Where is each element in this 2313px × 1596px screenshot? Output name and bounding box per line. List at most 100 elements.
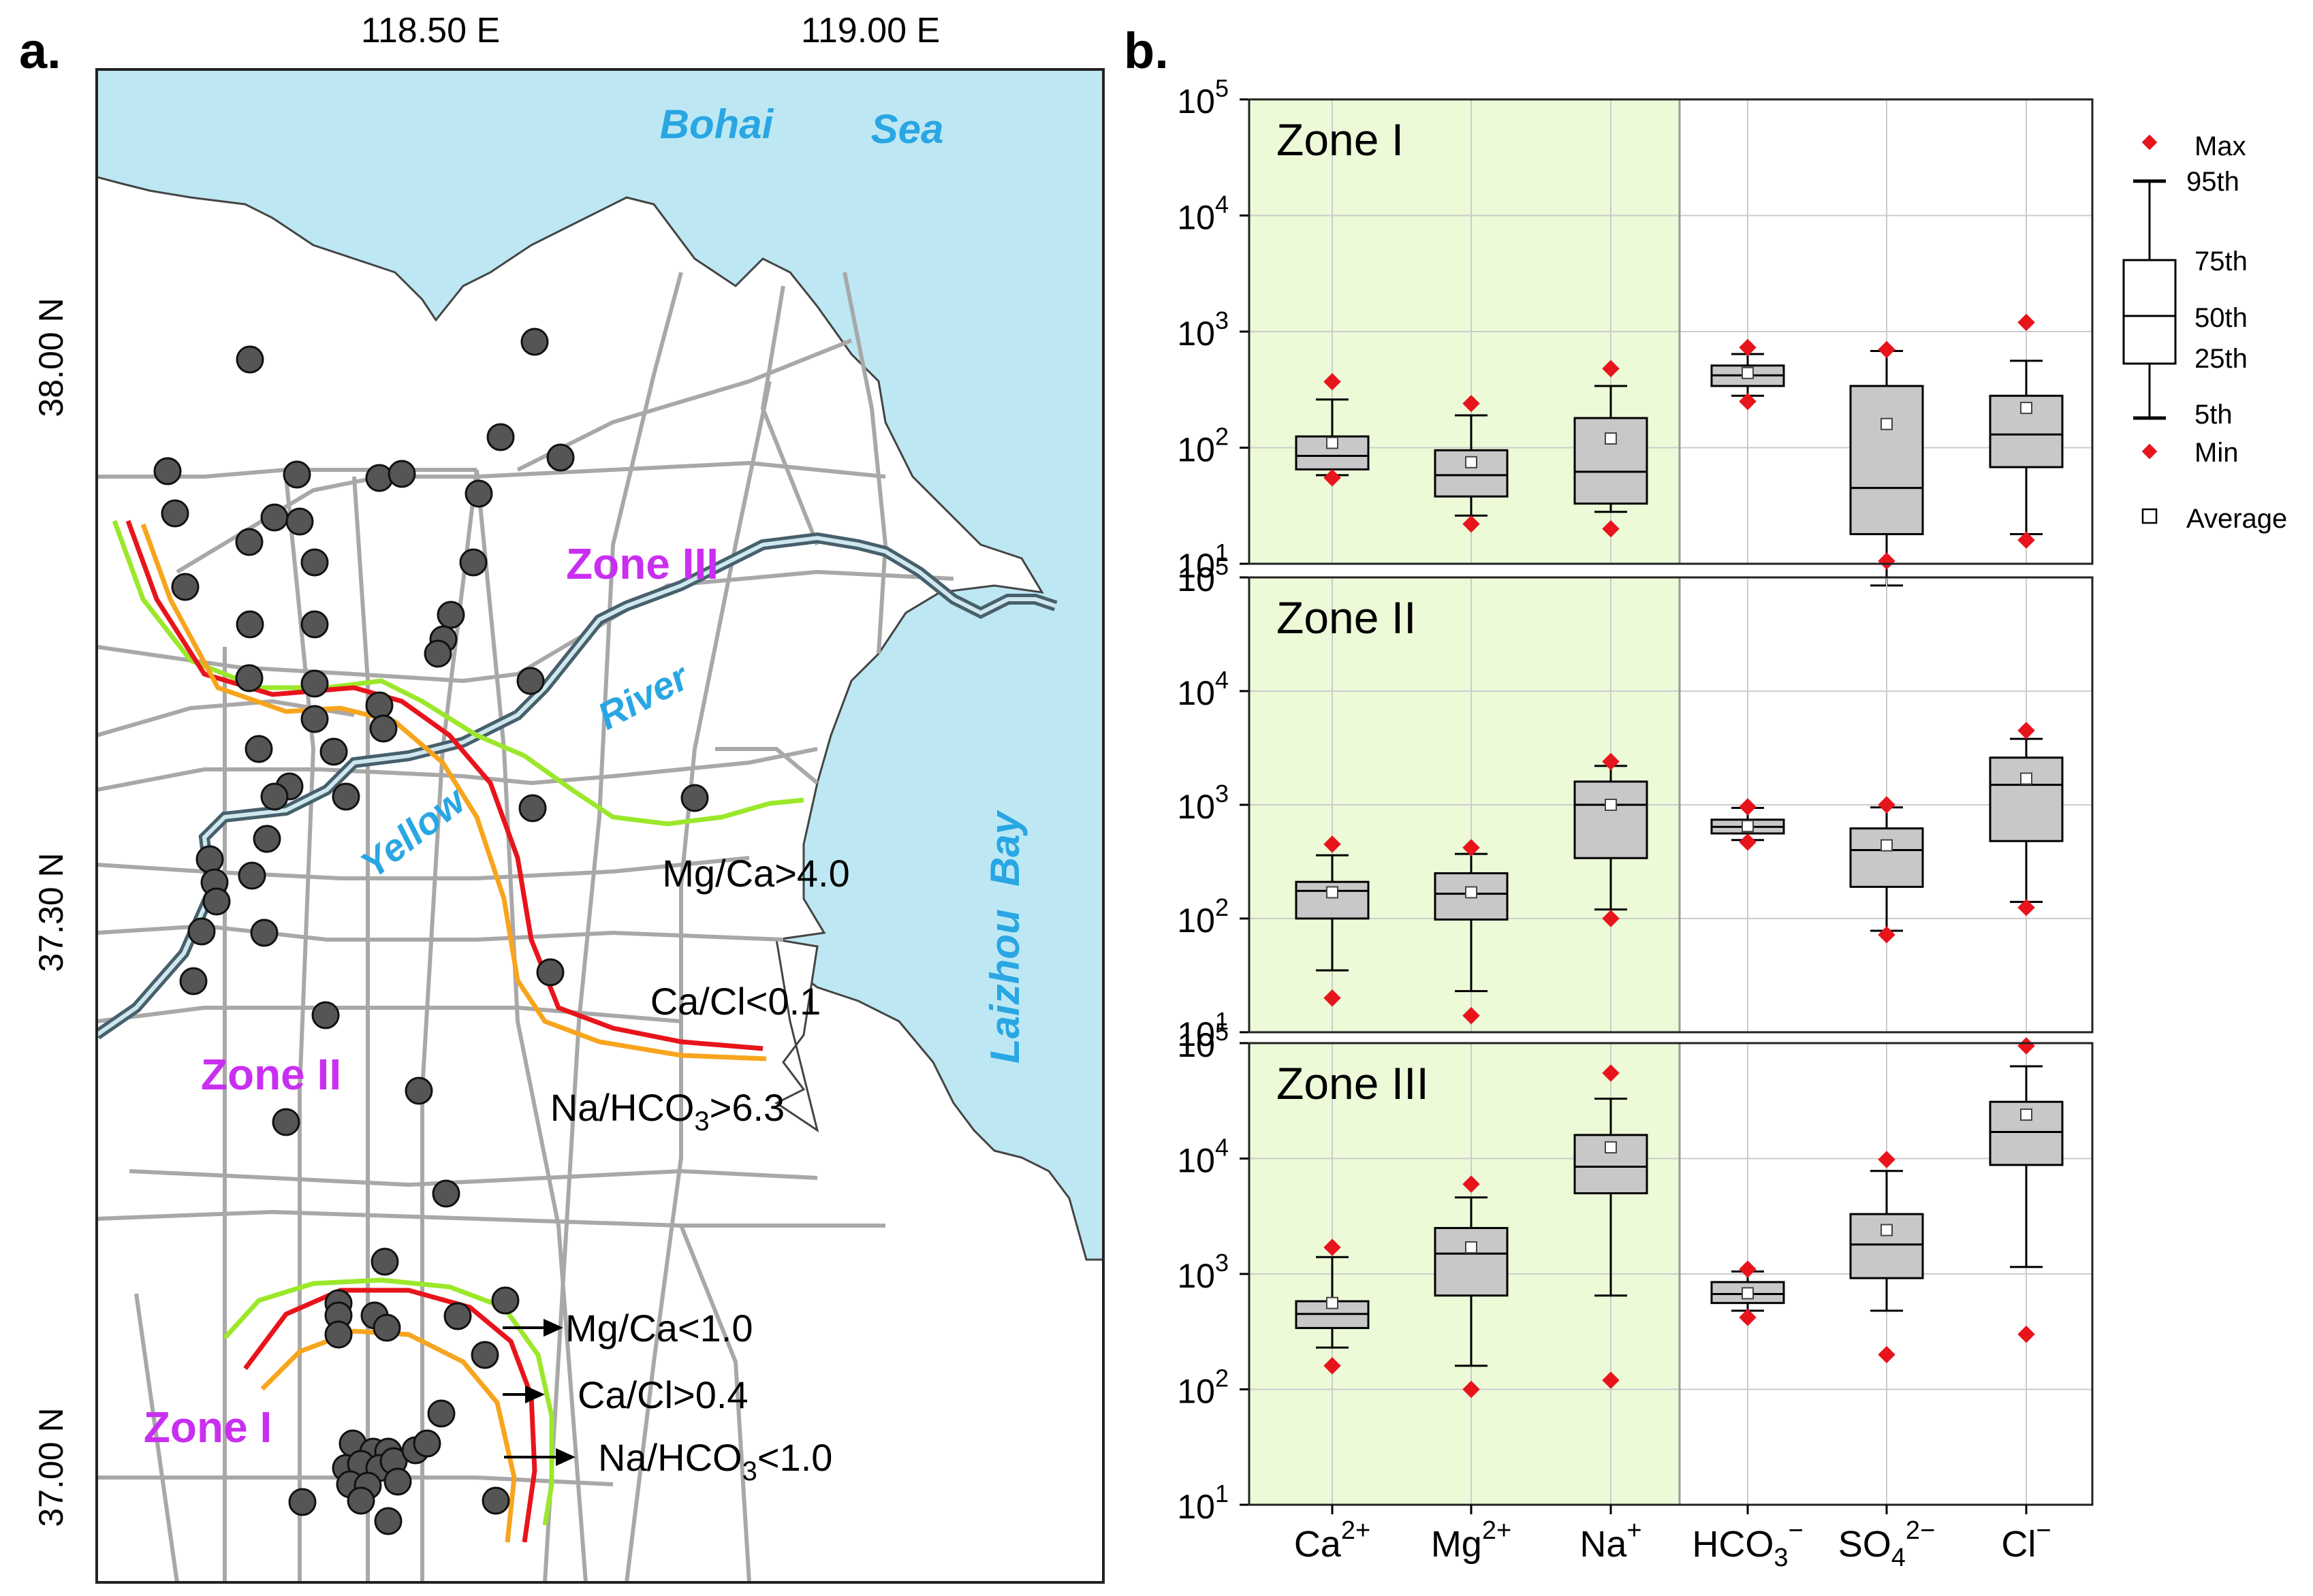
sample-point bbox=[471, 1341, 499, 1369]
iqr-box bbox=[1434, 1227, 1509, 1297]
mean-marker bbox=[2020, 772, 2032, 785]
y-tick-base: 10 bbox=[1177, 1257, 1215, 1295]
legend-min-marker bbox=[2141, 443, 2158, 460]
sample-point bbox=[371, 1247, 399, 1276]
sample-point bbox=[238, 861, 266, 890]
mean-marker bbox=[1605, 432, 1617, 445]
boxplot-5 bbox=[1989, 313, 2064, 549]
y-tick-base: 10 bbox=[1177, 1015, 1215, 1053]
sample-point bbox=[373, 1313, 401, 1342]
y-tick-exponent: 1 bbox=[1215, 539, 1229, 566]
category-base: Ca bbox=[1294, 1524, 1342, 1565]
sample-point bbox=[319, 737, 348, 766]
min-marker bbox=[1878, 926, 1895, 944]
iqr-box bbox=[1849, 1213, 1924, 1279]
threshold-text: <1.0 bbox=[757, 1436, 833, 1479]
boxplot-1 bbox=[1434, 1175, 1509, 1399]
mean-marker bbox=[1742, 820, 1754, 833]
sample-point bbox=[236, 610, 264, 639]
sample-point bbox=[491, 1286, 520, 1315]
sampling-points bbox=[153, 328, 709, 1535]
sample-point bbox=[285, 507, 314, 536]
sample-point bbox=[161, 499, 189, 528]
category-base: Mg bbox=[1431, 1524, 1482, 1565]
mean-marker bbox=[2020, 1108, 2032, 1121]
y-tick-label: 104 bbox=[1177, 1134, 1229, 1180]
legend-avg-marker bbox=[2141, 508, 2158, 524]
max-marker bbox=[1878, 1151, 1895, 1168]
legend-p75-label: 75th bbox=[2194, 246, 2248, 276]
legend-p50-label: 50th bbox=[2194, 303, 2248, 333]
sample-point bbox=[427, 1399, 456, 1428]
y-tick-base: 10 bbox=[1177, 315, 1215, 353]
sample-point bbox=[437, 601, 465, 629]
threshold-label-lower-cacl: Ca/Cl>0.4 bbox=[578, 1373, 749, 1416]
sample-point bbox=[465, 479, 493, 508]
sample-point bbox=[365, 691, 394, 720]
y-tick-base: 10 bbox=[1177, 1373, 1215, 1411]
mean-marker bbox=[1605, 799, 1617, 811]
category-sup: 2+ bbox=[1482, 1516, 1511, 1545]
boxplot-5 bbox=[1989, 722, 2064, 916]
bohai-label: Bohai bbox=[660, 101, 774, 147]
laizhou-bay-label: Laizhou Bay bbox=[982, 810, 1028, 1064]
sample-point bbox=[413, 1429, 441, 1458]
y-tick-base: 10 bbox=[1177, 674, 1215, 712]
sample-point bbox=[482, 1486, 510, 1515]
sample-point bbox=[300, 610, 329, 639]
zone3-map-label: Zone III bbox=[566, 539, 719, 588]
lat-tick-label: 37.00 N bbox=[32, 1407, 70, 1527]
y-tick-base: 10 bbox=[1177, 1026, 1215, 1064]
mean-marker bbox=[1465, 886, 1477, 899]
category-sup: − bbox=[1788, 1516, 1803, 1545]
sample-point bbox=[546, 443, 575, 472]
boundary-line-green-upper bbox=[112, 520, 804, 827]
zone-title: Zone I bbox=[1276, 114, 1404, 165]
sample-point bbox=[260, 782, 289, 811]
category-labels: Ca2+ Mg2+ Na+ HCO3− SO42− Cl− bbox=[1294, 1505, 2051, 1572]
y-tick-label: 102 bbox=[1177, 893, 1229, 940]
boundary-line-red-lower bbox=[243, 1288, 537, 1543]
threshold-label-lower-nahco3: Na/HCO3<1.0 bbox=[598, 1436, 832, 1486]
threshold-label-upper-cacl: Ca/Cl<0.1 bbox=[650, 980, 821, 1023]
category-sub: 4 bbox=[1891, 1544, 1906, 1572]
mean-marker bbox=[1326, 436, 1338, 449]
legend-max-marker bbox=[2141, 134, 2158, 150]
sample-point bbox=[171, 573, 200, 601]
sample-point bbox=[347, 1486, 375, 1515]
max-marker bbox=[2017, 1037, 2035, 1055]
category-base: HCO bbox=[1692, 1524, 1774, 1565]
y-tick-label: 104 bbox=[1177, 191, 1229, 237]
legend-p25-label: 25th bbox=[2194, 344, 2248, 374]
y-tick-exponent: 3 bbox=[1215, 1249, 1229, 1277]
iqr-box bbox=[1573, 780, 1648, 859]
max-marker bbox=[1739, 1260, 1757, 1278]
panel-frame bbox=[1248, 1042, 2094, 1506]
y-tick-label: 105 bbox=[1177, 552, 1229, 598]
category-base: Cl bbox=[2001, 1524, 2036, 1565]
y-tick-exponent: 3 bbox=[1215, 306, 1229, 334]
threshold-sub: 3 bbox=[694, 1106, 709, 1136]
yellow-river-inner bbox=[97, 535, 1056, 1037]
threshold-text: Na/HCO bbox=[598, 1436, 742, 1479]
max-marker bbox=[1739, 798, 1757, 816]
min-marker bbox=[1878, 552, 1895, 570]
y-tick-label: 101 bbox=[1177, 1007, 1229, 1053]
sample-point bbox=[245, 735, 273, 763]
sample-point bbox=[153, 457, 182, 485]
boundary-line-red-upper bbox=[125, 520, 764, 1051]
category-label: Mg2+ bbox=[1431, 1516, 1511, 1565]
iqr-box bbox=[1849, 385, 1924, 535]
boxplot-3 bbox=[1710, 338, 1785, 411]
max-marker bbox=[2017, 722, 2035, 739]
legend-p5-label: 5th bbox=[2194, 400, 2233, 430]
mean-marker bbox=[1326, 886, 1338, 899]
y-tick-exponent: 2 bbox=[1215, 893, 1229, 921]
sample-point bbox=[432, 1179, 460, 1208]
sample-point bbox=[516, 667, 545, 695]
sample-point bbox=[300, 669, 329, 698]
y-tick-exponent: 1 bbox=[1215, 1480, 1229, 1507]
